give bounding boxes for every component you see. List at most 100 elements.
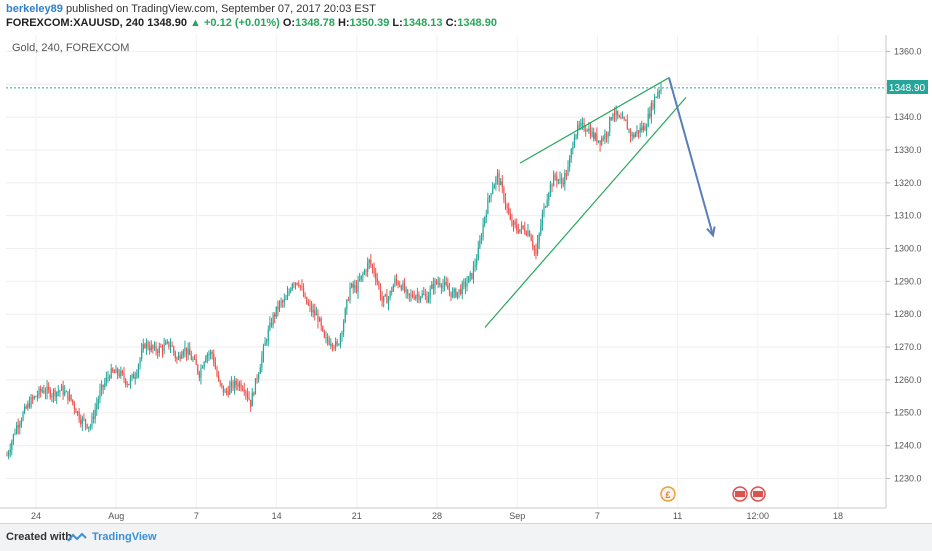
candle-body [293, 283, 295, 285]
candle-body [402, 283, 404, 290]
candle-body [427, 296, 430, 303]
candles [6, 83, 662, 460]
dividend-event-icon[interactable] [660, 486, 676, 502]
candle-body [625, 119, 627, 121]
candle-body [373, 267, 375, 274]
candle-body [222, 385, 224, 393]
tradingview-logo-icon [67, 532, 87, 542]
candle-body [145, 342, 148, 348]
candle-body [355, 285, 358, 292]
candle-body [553, 175, 555, 187]
candle-body [38, 388, 40, 396]
candle-body [570, 149, 572, 158]
candle-body [161, 347, 164, 352]
time-axis[interactable]: 24 Aug 7 14 21 28 Sep 7 11 12:00 18 [31, 511, 843, 521]
candle-body [312, 310, 314, 313]
candle-body [431, 284, 433, 289]
price-axis[interactable]: 1230.0 1240.0 1250.0 1260.0 1270.0 1280.0 1290… [886, 46, 922, 483]
open-label: O: [282, 17, 296, 29]
price-chart[interactable]: 1230.0 1240.0 1250.0 1260.0 1270.0 1280.0 1290… [0, 0, 932, 523]
event-icons[interactable]: £ [660, 486, 766, 502]
candle-body [525, 232, 527, 236]
candle-body [227, 391, 229, 395]
candle-body [160, 346, 162, 348]
candle-body [637, 130, 640, 133]
price-change: ▲ +0.12 (+0.01%) [190, 17, 280, 29]
candle-body [516, 224, 518, 231]
candle-body [605, 133, 608, 138]
candle-body [639, 127, 641, 133]
candle-body [466, 282, 468, 288]
candle-body [67, 391, 69, 401]
candle-body [631, 134, 633, 136]
candle-body [280, 301, 282, 303]
candle-body [198, 372, 200, 378]
candle-body [352, 283, 354, 288]
candle-body [479, 240, 481, 248]
candle-body [551, 184, 553, 187]
x-tick-label: 7 [194, 511, 199, 521]
candle-body [464, 282, 467, 288]
candle-body [238, 383, 241, 387]
publish-line: berkeley89 published on TradingView.com,… [6, 3, 376, 15]
candle-body [285, 299, 287, 301]
candle-body [141, 349, 143, 359]
candle-body [609, 117, 611, 132]
candle-body [259, 367, 261, 374]
candle-body [155, 345, 157, 352]
y-tick-label: 1300.0 [894, 244, 922, 254]
candle-body [216, 368, 218, 376]
candle-body [51, 395, 53, 398]
candle-body [278, 301, 281, 310]
candle-body [435, 280, 438, 284]
candle-body [556, 176, 558, 181]
candle-body [242, 388, 244, 390]
drawings [484, 77, 716, 328]
candle-body [360, 275, 362, 280]
author-link[interactable]: berkeley89 [6, 3, 63, 15]
candle-body [315, 313, 317, 316]
candle-body [112, 368, 114, 372]
candle-body [274, 314, 276, 317]
candle-body [504, 199, 507, 205]
candle-body [57, 391, 59, 393]
candle-body [68, 394, 71, 401]
candle-body [104, 382, 106, 388]
channel-lower-line [484, 97, 687, 328]
candle-body [322, 326, 324, 331]
candle-body [288, 291, 290, 294]
candle-body [447, 284, 449, 290]
candle-body [655, 96, 657, 98]
candle-body [310, 305, 313, 313]
candle-body [490, 193, 492, 197]
us-flag-glyph-2 [753, 491, 763, 497]
candle-body [171, 345, 173, 347]
candle-body [224, 390, 226, 393]
candle-body [102, 384, 104, 388]
candle-body [128, 383, 130, 385]
candle-body [325, 337, 327, 339]
candle-body [245, 391, 247, 394]
candle-body [120, 370, 122, 376]
tradingview-brand-link[interactable]: TradingView [92, 531, 157, 543]
candle-body [634, 133, 636, 138]
candle-body [645, 126, 648, 131]
candle-body [573, 138, 576, 148]
candle-body [258, 373, 260, 380]
candle-body [125, 379, 127, 384]
candle-body [642, 125, 644, 131]
x-tick-label: 28 [432, 511, 442, 521]
candle-body [266, 340, 268, 343]
candle-body [17, 425, 19, 428]
candle-body [559, 178, 561, 180]
candle-body [387, 298, 390, 304]
candle-body [73, 403, 75, 409]
symbol-ohlc-line: FOREXCOM:XAUUSD, 240 1348.90 ▲ +0.12 (+0… [6, 17, 497, 29]
candle-body [540, 225, 542, 234]
candle-body [365, 270, 367, 272]
candle-body [290, 289, 292, 292]
candle-body [362, 273, 364, 276]
candle-body [8, 453, 10, 456]
candle-body [344, 308, 346, 323]
candle-body [92, 416, 95, 419]
